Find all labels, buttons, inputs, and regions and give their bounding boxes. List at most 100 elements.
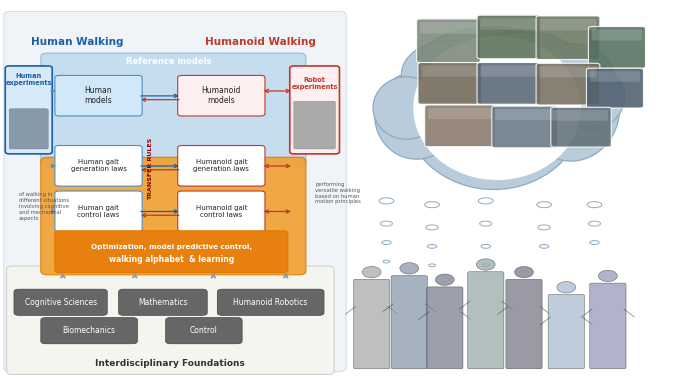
Text: Humanoid Walking: Humanoid Walking — [205, 37, 316, 47]
FancyBboxPatch shape — [477, 15, 541, 59]
Ellipse shape — [460, 32, 595, 153]
Ellipse shape — [429, 264, 435, 267]
Ellipse shape — [538, 225, 550, 230]
Ellipse shape — [406, 42, 514, 163]
Ellipse shape — [400, 263, 418, 274]
Text: Cognitive Sciences: Cognitive Sciences — [24, 298, 97, 307]
FancyBboxPatch shape — [55, 231, 288, 273]
FancyBboxPatch shape — [178, 146, 265, 186]
Ellipse shape — [537, 202, 551, 208]
Text: Biomechanics: Biomechanics — [63, 326, 115, 335]
Ellipse shape — [599, 270, 617, 282]
FancyBboxPatch shape — [55, 146, 142, 186]
FancyBboxPatch shape — [592, 30, 642, 41]
FancyBboxPatch shape — [290, 66, 340, 154]
Ellipse shape — [426, 225, 438, 230]
Text: Humanoid gait
control laws: Humanoid gait control laws — [196, 205, 247, 218]
Ellipse shape — [483, 264, 489, 267]
Ellipse shape — [558, 64, 624, 129]
Text: Human Walking: Human Walking — [31, 37, 124, 47]
Text: Control: Control — [190, 326, 218, 335]
Text: of walking in
different situations
involving cognitive
and mechanical
aspects: of walking in different situations invol… — [19, 193, 69, 221]
FancyBboxPatch shape — [178, 191, 265, 232]
FancyBboxPatch shape — [427, 287, 463, 369]
FancyBboxPatch shape — [428, 108, 492, 119]
Text: Robot
experiments: Robot experiments — [292, 77, 338, 90]
Ellipse shape — [381, 241, 391, 244]
Text: Mathematics: Mathematics — [138, 298, 188, 307]
Ellipse shape — [362, 266, 381, 278]
FancyBboxPatch shape — [294, 101, 335, 149]
Ellipse shape — [427, 244, 437, 248]
FancyBboxPatch shape — [217, 289, 324, 315]
FancyBboxPatch shape — [548, 294, 585, 369]
Ellipse shape — [435, 274, 454, 285]
Text: Humanoid gait
generation laws: Humanoid gait generation laws — [194, 159, 249, 172]
Ellipse shape — [375, 72, 458, 159]
FancyBboxPatch shape — [119, 289, 207, 315]
Ellipse shape — [479, 198, 493, 204]
FancyBboxPatch shape — [539, 19, 597, 31]
FancyBboxPatch shape — [14, 289, 107, 315]
Ellipse shape — [481, 244, 491, 248]
Ellipse shape — [589, 221, 601, 226]
FancyBboxPatch shape — [416, 19, 481, 63]
Ellipse shape — [527, 44, 615, 116]
FancyBboxPatch shape — [40, 53, 306, 167]
Text: Humanoid Robotics: Humanoid Robotics — [234, 298, 308, 307]
Ellipse shape — [379, 198, 394, 204]
Ellipse shape — [403, 27, 585, 190]
FancyBboxPatch shape — [536, 63, 600, 105]
FancyBboxPatch shape — [391, 276, 427, 369]
FancyBboxPatch shape — [5, 66, 52, 154]
Ellipse shape — [522, 55, 620, 161]
Text: performing
versatile walking
based on human
motion principles: performing versatile walking based on hu… — [315, 182, 361, 205]
Text: Humanoid
models: Humanoid models — [202, 86, 241, 105]
FancyBboxPatch shape — [418, 63, 482, 104]
FancyBboxPatch shape — [420, 22, 477, 34]
FancyBboxPatch shape — [40, 318, 138, 344]
FancyBboxPatch shape — [495, 109, 554, 120]
FancyBboxPatch shape — [492, 106, 558, 148]
Ellipse shape — [587, 202, 602, 208]
Text: Human
models: Human models — [84, 86, 113, 105]
Text: Reference models: Reference models — [126, 57, 211, 66]
FancyBboxPatch shape — [165, 318, 242, 344]
Text: Human gait
generation laws: Human gait generation laws — [71, 159, 126, 172]
FancyBboxPatch shape — [4, 11, 346, 371]
Ellipse shape — [413, 36, 581, 180]
FancyBboxPatch shape — [536, 16, 600, 60]
FancyBboxPatch shape — [9, 109, 48, 149]
FancyBboxPatch shape — [354, 279, 389, 369]
Ellipse shape — [480, 221, 492, 226]
FancyBboxPatch shape — [40, 157, 306, 275]
Ellipse shape — [416, 28, 551, 100]
FancyBboxPatch shape — [55, 191, 142, 232]
Ellipse shape — [539, 244, 549, 248]
FancyBboxPatch shape — [55, 75, 142, 116]
FancyBboxPatch shape — [481, 66, 537, 77]
Ellipse shape — [514, 266, 533, 278]
FancyBboxPatch shape — [481, 18, 537, 30]
FancyBboxPatch shape — [477, 63, 541, 104]
FancyBboxPatch shape — [421, 66, 479, 77]
Ellipse shape — [383, 260, 390, 263]
FancyBboxPatch shape — [178, 75, 265, 116]
Text: Interdisciplinary Foundations: Interdisciplinary Foundations — [95, 359, 245, 368]
FancyBboxPatch shape — [425, 105, 495, 147]
FancyBboxPatch shape — [551, 107, 612, 147]
Text: TRANSFER RULES: TRANSFER RULES — [148, 138, 153, 200]
FancyBboxPatch shape — [468, 272, 504, 369]
Text: walking alphabet  & learning: walking alphabet & learning — [109, 255, 234, 264]
Ellipse shape — [477, 259, 495, 270]
Ellipse shape — [467, 32, 581, 93]
Ellipse shape — [373, 77, 440, 139]
FancyBboxPatch shape — [587, 68, 643, 108]
FancyBboxPatch shape — [589, 27, 645, 68]
FancyBboxPatch shape — [590, 283, 626, 369]
FancyBboxPatch shape — [539, 66, 597, 77]
Ellipse shape — [557, 282, 576, 293]
Ellipse shape — [402, 41, 499, 107]
FancyBboxPatch shape — [7, 266, 334, 374]
FancyBboxPatch shape — [554, 110, 608, 121]
